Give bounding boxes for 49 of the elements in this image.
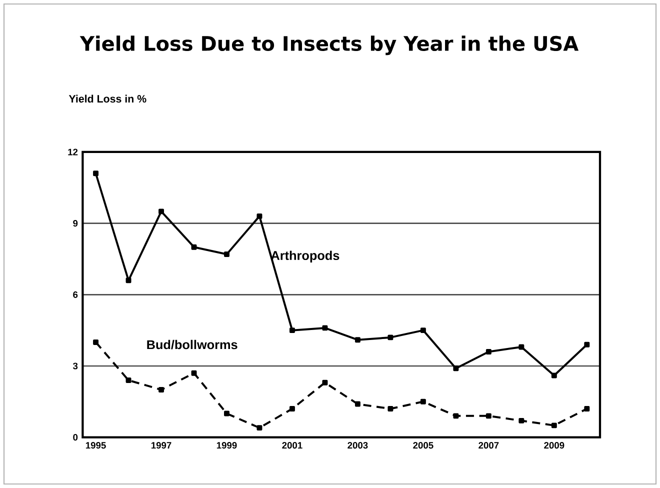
y-tick-label: 0 <box>73 434 78 441</box>
point <box>126 378 132 383</box>
y-tick-label: 9 <box>73 220 78 227</box>
point <box>256 425 262 431</box>
point <box>420 328 426 334</box>
point <box>191 370 197 376</box>
point <box>191 244 197 250</box>
series-label: Arthropods <box>271 250 340 263</box>
y-tick-label: 6 <box>73 291 78 298</box>
point <box>518 418 524 424</box>
point <box>584 342 590 348</box>
point <box>453 413 459 419</box>
x-tick-label: 2009 <box>544 442 564 449</box>
point <box>388 406 394 412</box>
point <box>486 348 492 354</box>
chart-title: Yield Loss Due to Insects by Year in the USA <box>80 36 579 56</box>
x-tick-label: 2003 <box>348 442 368 449</box>
point <box>584 406 590 412</box>
point <box>256 213 262 219</box>
y-axis-title: Yield Loss in % <box>68 94 146 103</box>
text: Bud/bollworms <box>147 340 238 350</box>
point <box>158 387 164 392</box>
x-tick-label: 2005 <box>413 442 434 449</box>
point <box>354 401 360 407</box>
x-tick-label: 1997 <box>151 442 172 449</box>
point <box>486 413 492 419</box>
point <box>322 325 328 331</box>
point <box>354 337 360 343</box>
y-tick-label: 12 <box>68 148 78 156</box>
point <box>289 406 295 412</box>
point <box>289 328 295 334</box>
point <box>453 366 459 372</box>
point <box>518 344 524 350</box>
x-tick-label: 1995 <box>86 442 106 449</box>
x-tick-label: 2001 <box>282 442 302 449</box>
y-tick-label: 3 <box>72 362 78 370</box>
point <box>93 339 99 345</box>
x-tick-label: 2007 <box>478 442 499 449</box>
point <box>158 208 164 214</box>
point <box>322 380 328 386</box>
point <box>388 334 394 340</box>
point <box>551 422 557 428</box>
point <box>420 398 426 404</box>
point <box>551 372 557 378</box>
x-tick-label: 1999 <box>216 442 237 449</box>
point <box>224 252 230 257</box>
point <box>224 410 230 416</box>
point <box>126 278 132 284</box>
point <box>93 170 99 176</box>
